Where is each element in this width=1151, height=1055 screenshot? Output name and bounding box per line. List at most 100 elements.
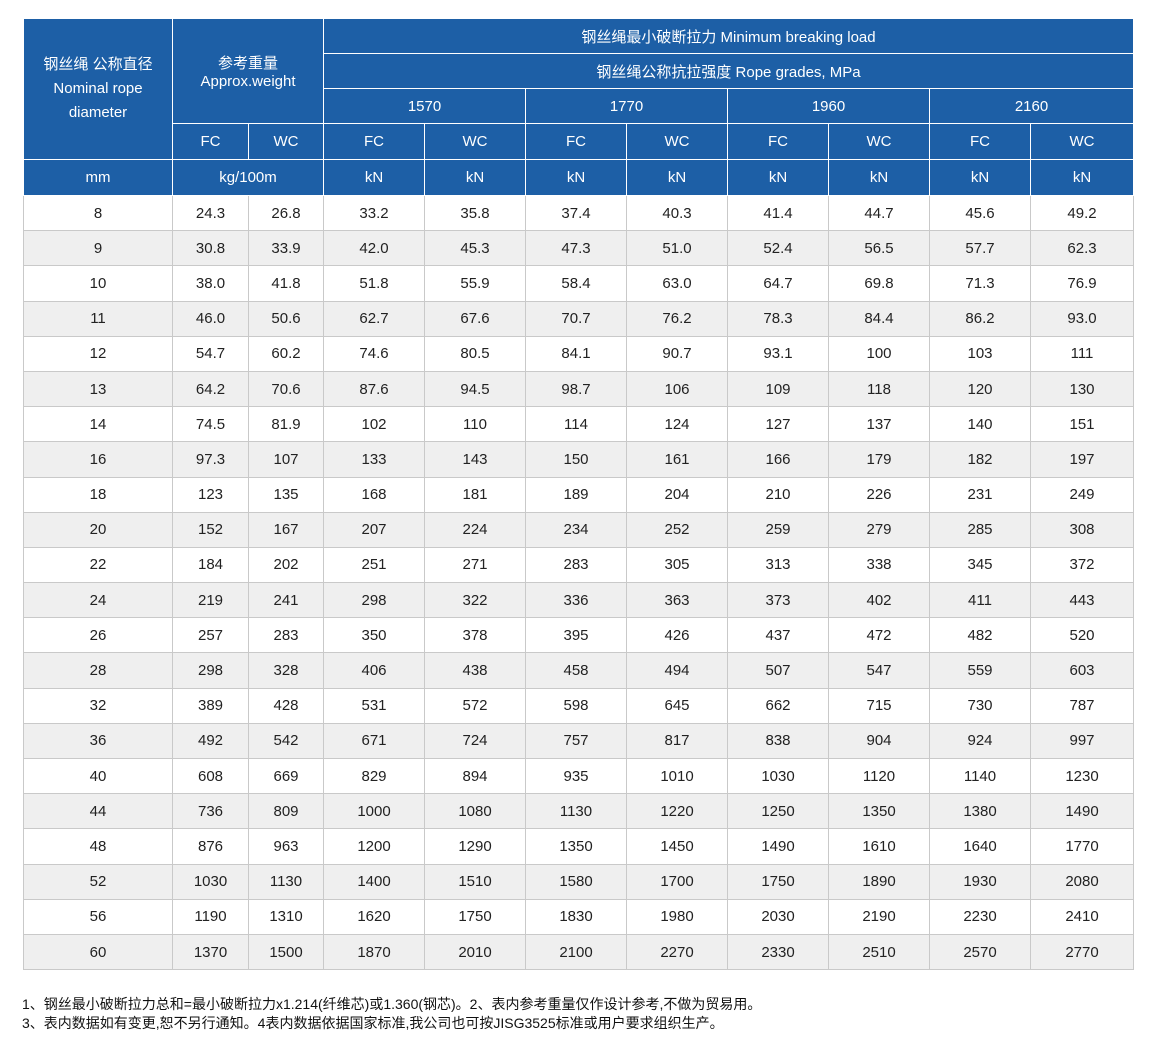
cell-weight-fc: 298 [172,652,249,689]
table-row: 20 152 167 207 224 234 252 259 279 285 308 [23,511,1134,548]
diameter-header: 钢丝绳 公称直径 Nominal rope diameter [23,18,173,160]
cell-weight-fc: 608 [172,757,249,795]
cell-load-1770-fc: 1350 [525,828,627,865]
cell-load-2160-fc: 2230 [929,898,1031,935]
weight-header-cn: 参考重量 [217,55,278,72]
cell-load-1570-wc: 1750 [424,898,526,935]
cell-load-1960-wc: 179 [828,441,930,478]
cell-load-1960-fc: 2330 [727,933,829,971]
cell-load-1570-wc: 67.6 [424,300,526,337]
cell-diameter: 20 [23,511,173,548]
cell-load-1960-wc: 69.8 [828,265,930,302]
rope-specs-table-container: 钢丝绳 公称直径 Nominal rope diameter 参考重量 Appr… [23,18,1134,971]
cell-diameter: 26 [23,617,173,654]
core-label-1960-fc: FC [727,123,829,160]
cell-weight-wc: 669 [248,757,324,795]
cell-weight-fc: 38.0 [172,265,249,302]
cell-load-2160-wc: 787 [1030,687,1134,724]
cell-weight-fc: 184 [172,546,249,584]
core-label-weight-wc: WC [248,123,324,160]
cell-load-1570-wc: 181 [424,476,526,513]
cell-weight-wc: 107 [248,441,324,478]
cell-load-2160-fc: 103 [929,335,1031,372]
unit-load: kN [929,159,1031,196]
cell-load-2160-wc: 1490 [1030,793,1134,830]
cell-load-1770-fc: 757 [525,722,627,760]
table-row: 26 257 283 350 378 395 426 437 472 482 520 [23,617,1134,654]
core-label-2160-wc: WC [1030,123,1134,160]
diameter-header-en-1: Nominal rope [53,80,143,97]
cell-load-1570-wc: 1510 [424,863,526,900]
cell-load-1770-wc: 1220 [626,793,728,830]
cell-load-1570-wc: 271 [424,546,526,584]
cell-load-2160-wc: 308 [1030,511,1134,548]
core-label-1770-fc: FC [525,123,627,160]
cell-load-2160-fc: 71.3 [929,265,1031,302]
cell-diameter: 16 [23,441,173,478]
cell-load-2160-wc: 93.0 [1030,300,1134,337]
cell-load-2160-wc: 603 [1030,652,1134,689]
diameter-header-cn: 钢丝绳 公称直径 [43,56,153,73]
cell-diameter: 13 [23,370,173,408]
table-row: 18 123 135 168 181 189 204 210 226 231 249 [23,476,1134,513]
cell-load-1960-wc: 472 [828,617,930,654]
cell-load-2160-wc: 111 [1030,335,1134,372]
cell-diameter: 40 [23,757,173,795]
cell-load-1570-fc: 87.6 [323,370,425,408]
footnotes: 1、钢丝最小破断拉力总和=最小破断拉力x1.214(纤维芯)或1.360(钢芯)… [22,995,1132,1033]
cell-diameter: 12 [23,335,173,372]
cell-load-1960-wc: 402 [828,582,930,619]
cell-load-1570-wc: 45.3 [424,230,526,267]
cell-load-1570-fc: 671 [323,722,425,760]
cell-load-1570-fc: 102 [323,406,425,443]
cell-load-1570-wc: 80.5 [424,335,526,372]
cell-load-1960-fc: 437 [727,617,829,654]
cell-load-1960-fc: 313 [727,546,829,584]
cell-weight-wc: 50.6 [248,300,324,337]
cell-load-1570-fc: 1620 [323,898,425,935]
cell-load-1960-wc: 1610 [828,828,930,865]
cell-load-2160-fc: 1380 [929,793,1031,830]
cell-load-1570-fc: 1400 [323,863,425,900]
cell-weight-fc: 152 [172,511,249,548]
cell-load-1770-wc: 426 [626,617,728,654]
cell-load-1770-wc: 106 [626,370,728,408]
table-row: 10 38.0 41.8 51.8 55.9 58.4 63.0 64.7 69.8 71.3 76… [23,265,1134,302]
cell-diameter: 60 [23,933,173,971]
cell-load-2160-fc: 120 [929,370,1031,408]
cell-load-1570-fc: 62.7 [323,300,425,337]
cell-weight-fc: 64.2 [172,370,249,408]
cell-diameter: 11 [23,300,173,337]
cell-load-1570-wc: 110 [424,406,526,443]
cell-weight-fc: 1370 [172,933,249,971]
cell-load-2160-wc: 49.2 [1030,194,1134,232]
cell-load-1570-fc: 1200 [323,828,425,865]
cell-load-1570-wc: 1290 [424,828,526,865]
unit-load: kN [424,159,526,196]
cell-weight-wc: 1500 [248,933,324,971]
cell-load-1770-wc: 161 [626,441,728,478]
core-label-1960-wc: WC [828,123,930,160]
cell-load-1570-wc: 94.5 [424,370,526,408]
cell-weight-fc: 46.0 [172,300,249,337]
grade-1770-header: 1770 [525,88,728,124]
cell-load-1960-wc: 226 [828,476,930,513]
cell-load-1770-fc: 1580 [525,863,627,900]
cell-load-2160-wc: 62.3 [1030,230,1134,267]
cell-load-1570-fc: 74.6 [323,335,425,372]
cell-weight-wc: 809 [248,793,324,830]
table-row: 9 30.8 33.9 42.0 45.3 47.3 51.0 52.4 56.5 57.7 62.… [23,230,1134,267]
cell-load-1770-wc: 90.7 [626,335,728,372]
cell-load-2160-wc: 130 [1030,370,1134,408]
cell-load-1960-fc: 838 [727,722,829,760]
cell-load-1770-wc: 645 [626,687,728,724]
cell-load-1570-fc: 133 [323,441,425,478]
cell-load-1960-fc: 1250 [727,793,829,830]
cell-load-1960-wc: 715 [828,687,930,724]
cell-load-1570-wc: 35.8 [424,194,526,232]
cell-diameter: 56 [23,898,173,935]
table-row: 36 492 542 671 724 757 817 838 904 924 997 [23,722,1134,760]
cell-load-1770-fc: 70.7 [525,300,627,337]
cell-weight-wc: 328 [248,652,324,689]
cell-load-1960-wc: 137 [828,406,930,443]
